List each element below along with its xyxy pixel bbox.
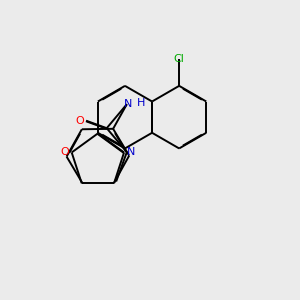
Text: O: O — [75, 116, 84, 126]
Text: N: N — [127, 147, 135, 158]
Text: Cl: Cl — [174, 54, 184, 64]
Text: N: N — [124, 99, 133, 109]
Text: O: O — [60, 147, 69, 158]
Text: H: H — [137, 98, 145, 108]
